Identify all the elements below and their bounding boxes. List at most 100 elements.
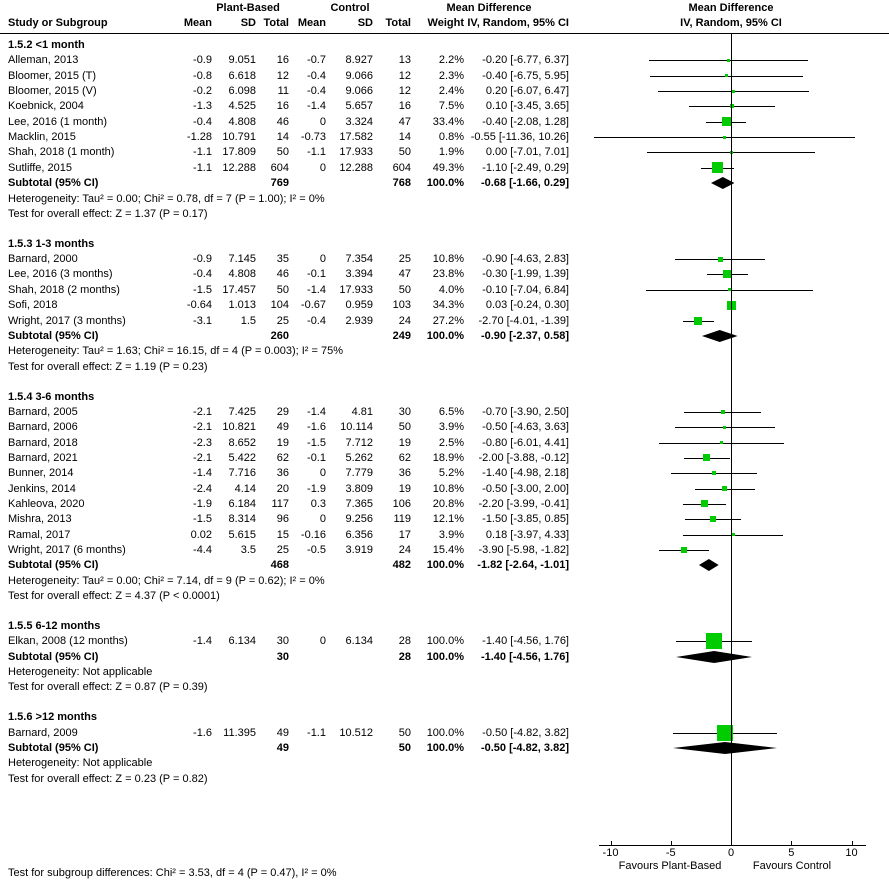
study-weight: 33.4% — [432, 115, 464, 128]
study-sd1: 17.809 — [222, 146, 256, 159]
study-mean1: -2.1 — [193, 421, 212, 434]
effect-marker — [731, 89, 735, 93]
study-weight: 23.8% — [432, 268, 464, 281]
summary-diamond — [699, 559, 719, 572]
study-name: Kahleova, 2020 — [8, 497, 85, 510]
study-sd2: 9.066 — [345, 69, 373, 82]
axis-tick-label: 10 — [845, 847, 858, 859]
study-sd2: 10.512 — [339, 726, 373, 739]
study-ci-text: -0.10 [-7.04, 6.84] — [482, 283, 569, 296]
study-sd1: 4.808 — [228, 268, 256, 281]
study-mean1: -0.64 — [186, 299, 212, 312]
study-mean1: -1.1 — [193, 146, 212, 159]
subtotal-weight: 100.0% — [426, 559, 464, 572]
effect-marker — [703, 454, 711, 462]
study-sd2: 6.356 — [345, 528, 373, 541]
study-mean1: -0.2 — [193, 85, 212, 98]
study-total2: 12 — [398, 69, 411, 82]
effect-marker — [728, 288, 732, 292]
study-mean2: -0.73 — [300, 131, 326, 144]
col-mean2-header: Mean — [297, 17, 326, 29]
null-effect-line — [731, 33, 732, 845]
group2-header: Control — [330, 2, 370, 14]
study-sd2: 17.933 — [339, 283, 373, 296]
study-mean2: 0.3 — [310, 497, 326, 510]
study-sd2: 3.919 — [345, 544, 373, 556]
study-total1: 35 — [276, 253, 289, 266]
subtotal-total2: 482 — [392, 559, 411, 572]
study-total1: 16 — [276, 100, 289, 113]
effect-marker — [712, 162, 724, 174]
effect-marker — [719, 441, 723, 445]
study-sd2: 12.288 — [339, 161, 373, 174]
study-total2: 16 — [398, 100, 411, 113]
study-mean2: -1.5 — [307, 436, 326, 449]
study-total2: 14 — [398, 131, 411, 144]
study-mean1: 0.02 — [190, 528, 212, 541]
study-total1: 15 — [276, 528, 289, 541]
study-sd2: 7.354 — [345, 253, 373, 266]
study-ci-text: -1.40 [-4.56, 1.76] — [482, 635, 569, 648]
x-axis-line — [598, 845, 866, 846]
study-mean1: -2.3 — [193, 436, 212, 449]
study-weight: 3.9% — [438, 528, 464, 541]
study-total1: 14 — [276, 131, 289, 144]
study-sd1: 10.821 — [222, 421, 256, 434]
subgroup-header-1.5.6: 1.5.6 >12 months — [8, 711, 97, 724]
overall-effect-text: Test for overall effect: Z = 0.87 (P = 0… — [8, 681, 208, 694]
study-sd1: 4.525 — [228, 100, 256, 113]
axis-right-label: Favours Control — [752, 860, 832, 872]
study-sd2: 7.779 — [345, 467, 373, 480]
study-sd1: 1.013 — [228, 299, 256, 312]
study-total1: 25 — [276, 544, 289, 556]
subtotal-total1: 769 — [270, 177, 289, 190]
heterogeneity-text: Heterogeneity: Tau² = 0.00; Chi² = 7.14,… — [8, 574, 325, 587]
study-name: Shah, 2018 (1 month) — [8, 146, 115, 159]
study-name: Barnard, 2005 — [8, 405, 78, 418]
study-ci-text: -1.40 [-4.98, 2.18] — [482, 467, 569, 480]
col-total2-header: Total — [385, 17, 411, 29]
subtotal-total1: 260 — [270, 329, 289, 342]
study-ci-text: -0.30 [-1.99, 1.39] — [482, 268, 569, 281]
heterogeneity-text: Heterogeneity: Not applicable — [8, 666, 153, 679]
study-name: Barnard, 2009 — [8, 726, 78, 739]
study-weight: 2.5% — [438, 436, 464, 449]
study-ci-text: 0.00 [-7.01, 7.01] — [485, 146, 569, 159]
study-sd2: 5.262 — [345, 451, 373, 464]
effect-marker — [731, 533, 735, 537]
study-name: Jenkins, 2014 — [8, 482, 76, 495]
axis-tick — [610, 841, 612, 845]
study-name: Barnard, 2021 — [8, 451, 78, 464]
study-weight: 27.2% — [432, 314, 464, 327]
study-name: Sutliffe, 2015 — [8, 161, 73, 174]
subtotal-ci-text: -1.82 [-2.64, -1.01] — [477, 559, 569, 572]
study-mean2: 0 — [319, 115, 326, 128]
subtotal-total1: 468 — [270, 559, 289, 572]
heterogeneity-text: Heterogeneity: Tau² = 1.63; Chi² = 16.15… — [8, 345, 343, 358]
study-mean2: -1.4 — [307, 283, 326, 296]
study-total2: 25 — [398, 253, 411, 266]
study-mean1: -1.4 — [193, 467, 212, 480]
effect-marker — [722, 135, 726, 139]
study-sd1: 6.098 — [228, 85, 256, 98]
study-name: Barnard, 2018 — [8, 436, 78, 449]
study-mean1: -2.1 — [193, 451, 212, 464]
effect-column-title: Mean Difference — [446, 2, 532, 14]
study-mean2: -0.67 — [300, 299, 326, 312]
study-sd1: 10.791 — [222, 131, 256, 144]
study-sd1: 6.184 — [228, 497, 256, 510]
study-mean1: -1.1 — [193, 161, 212, 174]
study-total2: 19 — [398, 482, 411, 495]
study-sd2: 2.939 — [345, 314, 373, 327]
study-name: Bunner, 2014 — [8, 467, 74, 480]
axis-tick-label: 0 — [727, 847, 735, 859]
study-total1: 16 — [276, 54, 289, 67]
study-ci-text: -0.50 [-3.00, 2.00] — [482, 482, 569, 495]
study-sd1: 4.808 — [228, 115, 256, 128]
study-sd1: 6.618 — [228, 69, 256, 82]
effect-marker — [709, 516, 716, 523]
subtotal-ci-text: -0.50 [-4.82, 3.82] — [480, 742, 569, 755]
subtotal-label: Subtotal (95% CI) — [8, 329, 99, 342]
study-name: Bloomer, 2015 (T) — [8, 69, 97, 82]
study-mean2: 0 — [319, 161, 326, 174]
